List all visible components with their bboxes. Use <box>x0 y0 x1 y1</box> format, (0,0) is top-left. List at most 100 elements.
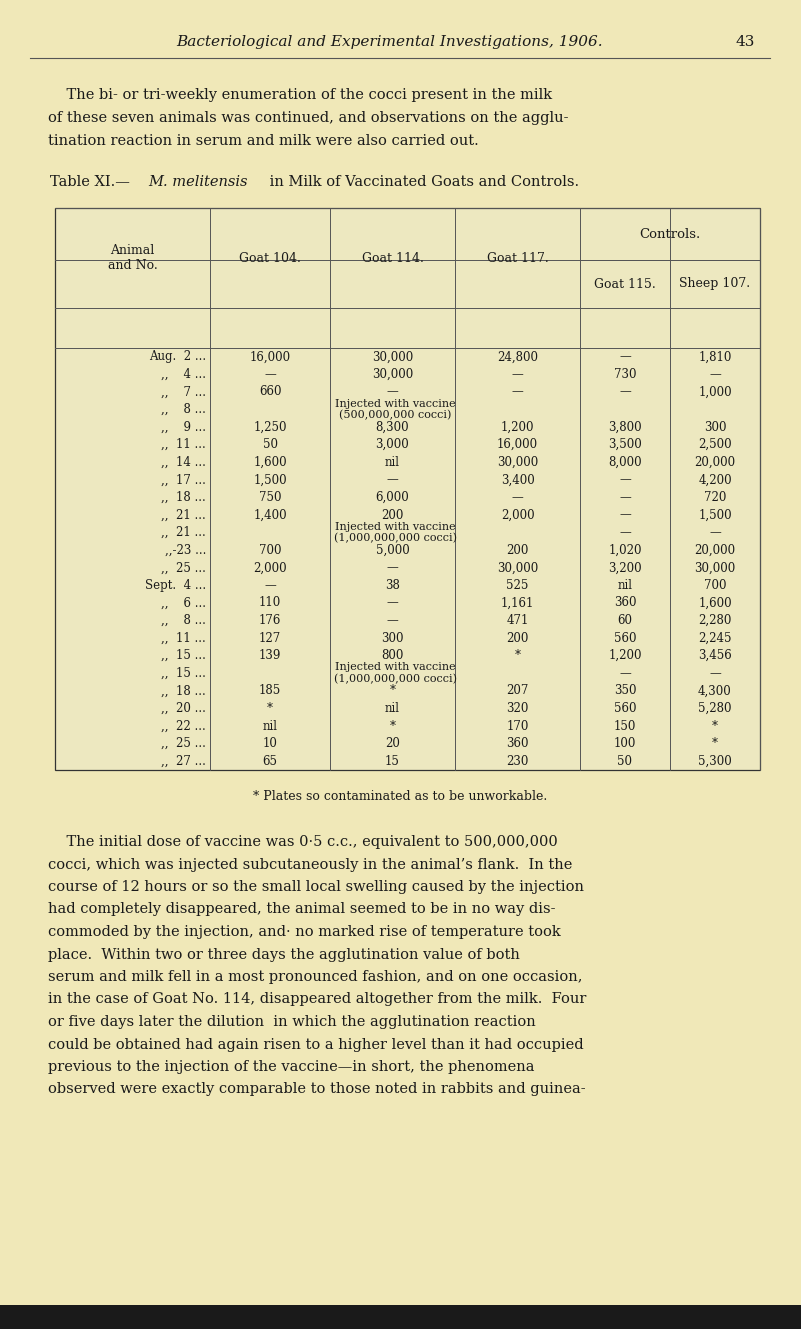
Text: 16,000: 16,000 <box>497 439 538 452</box>
Text: —: — <box>619 526 631 540</box>
Text: *: * <box>712 719 718 732</box>
Text: 1,810: 1,810 <box>698 351 731 363</box>
Text: —: — <box>619 351 631 363</box>
Text: ,,  11 ...: ,, 11 ... <box>161 439 206 452</box>
Text: —: — <box>619 385 631 399</box>
Text: Controls.: Controls. <box>639 227 701 241</box>
Text: 1,200: 1,200 <box>501 420 534 433</box>
Text: 320: 320 <box>506 702 529 715</box>
Text: ,,  15 ...: ,, 15 ... <box>161 667 206 680</box>
Text: 1,500: 1,500 <box>698 509 732 521</box>
Text: 60: 60 <box>618 614 633 627</box>
Text: tination reaction in serum and milk were also carried out.: tination reaction in serum and milk were… <box>48 134 479 148</box>
Text: 10: 10 <box>263 738 277 750</box>
Text: had completely disappeared, the animal seemed to be in no way dis-: had completely disappeared, the animal s… <box>48 902 556 917</box>
Text: 30,000: 30,000 <box>694 561 735 574</box>
Text: 750: 750 <box>259 490 281 504</box>
Text: 20,000: 20,000 <box>694 544 735 557</box>
Text: Injected with vaccine
(500,000,000 cocci): Injected with vaccine (500,000,000 cocci… <box>335 399 455 420</box>
Text: 50: 50 <box>618 755 633 768</box>
Text: 471: 471 <box>506 614 529 627</box>
Text: —: — <box>387 561 398 574</box>
Text: 525: 525 <box>506 579 529 591</box>
Text: 730: 730 <box>614 368 636 381</box>
Text: Goat 114.: Goat 114. <box>361 251 424 264</box>
Text: ,,    9 ...: ,, 9 ... <box>161 420 206 433</box>
Text: serum and milk fell in a most pronounced fashion, and on one occasion,: serum and milk fell in a most pronounced… <box>48 970 582 983</box>
Text: cocci, which was injected subcutaneously in the animal’s flank.  In the: cocci, which was injected subcutaneously… <box>48 857 573 872</box>
Text: ,,  21 ...: ,, 21 ... <box>161 509 206 521</box>
Text: —: — <box>619 473 631 486</box>
Text: M. melitensis: M. melitensis <box>148 175 248 189</box>
Text: Injected with vaccine
(1,000,000,000 cocci): Injected with vaccine (1,000,000,000 coc… <box>333 521 457 544</box>
Text: *: * <box>514 649 521 662</box>
Text: ,,  14 ...: ,, 14 ... <box>161 456 206 469</box>
Text: —: — <box>709 667 721 680</box>
Text: —: — <box>512 385 523 399</box>
Text: Injected with vaccine
(1,000,000,000 cocci): Injected with vaccine (1,000,000,000 coc… <box>333 662 457 684</box>
Bar <box>55 209 760 769</box>
Text: 4,300: 4,300 <box>698 684 732 698</box>
Text: 300: 300 <box>381 631 404 645</box>
Text: ,,    8 ...: ,, 8 ... <box>161 403 206 416</box>
Text: 50: 50 <box>263 439 277 452</box>
Text: 200: 200 <box>506 631 529 645</box>
Text: 30,000: 30,000 <box>497 456 538 469</box>
Text: nil: nil <box>618 579 633 591</box>
Text: ,,    8 ...: ,, 8 ... <box>161 614 206 627</box>
Text: Bacteriological and Experimental Investigations, 1906.: Bacteriological and Experimental Investi… <box>177 35 603 49</box>
Text: nil: nil <box>263 719 277 732</box>
Text: The initial dose of vaccine was 0·5 c.c., equivalent to 500,000,000: The initial dose of vaccine was 0·5 c.c.… <box>48 835 557 849</box>
Text: ,,  22 ...: ,, 22 ... <box>161 719 206 732</box>
Text: 2,245: 2,245 <box>698 631 732 645</box>
Text: ,,    4 ...: ,, 4 ... <box>161 368 206 381</box>
Text: —: — <box>387 597 398 610</box>
Text: 8,300: 8,300 <box>376 420 409 433</box>
Text: 2,000: 2,000 <box>253 561 287 574</box>
Text: ,,  18 ...: ,, 18 ... <box>161 490 206 504</box>
Text: 3,500: 3,500 <box>608 439 642 452</box>
Text: —: — <box>619 509 631 521</box>
Text: in the case of Goat No. 114, disappeared altogether from the milk.  Four: in the case of Goat No. 114, disappeared… <box>48 993 586 1006</box>
Text: 720: 720 <box>704 490 727 504</box>
Text: ,,  11 ...: ,, 11 ... <box>161 631 206 645</box>
Text: —: — <box>619 667 631 680</box>
Text: 150: 150 <box>614 719 636 732</box>
Text: 185: 185 <box>259 684 281 698</box>
Text: *: * <box>267 702 273 715</box>
Text: 700: 700 <box>259 544 281 557</box>
Text: 2,280: 2,280 <box>698 614 731 627</box>
Text: 300: 300 <box>704 420 727 433</box>
Text: ,,    6 ...: ,, 6 ... <box>161 597 206 610</box>
Text: —: — <box>264 368 276 381</box>
Text: 6,000: 6,000 <box>376 490 409 504</box>
Text: 2,000: 2,000 <box>501 509 534 521</box>
Text: —: — <box>387 473 398 486</box>
Text: 100: 100 <box>614 738 636 750</box>
Text: 1,400: 1,400 <box>253 509 287 521</box>
Text: ,,    7 ...: ,, 7 ... <box>161 385 206 399</box>
Text: 30,000: 30,000 <box>372 351 413 363</box>
Text: —: — <box>512 490 523 504</box>
Text: —: — <box>387 385 398 399</box>
Text: *: * <box>712 738 718 750</box>
Text: ,,  21 ...: ,, 21 ... <box>161 526 206 540</box>
Text: 38: 38 <box>385 579 400 591</box>
Text: 43: 43 <box>735 35 755 49</box>
Text: 3,000: 3,000 <box>376 439 409 452</box>
Text: 65: 65 <box>263 755 277 768</box>
Text: —: — <box>264 579 276 591</box>
Text: 800: 800 <box>381 649 404 662</box>
Text: Goat 104.: Goat 104. <box>239 251 301 264</box>
Text: Animal
and No.: Animal and No. <box>107 245 157 272</box>
Text: 3,200: 3,200 <box>608 561 642 574</box>
Text: commoded by the injection, and· no marked rise of temperature took: commoded by the injection, and· no marke… <box>48 925 561 940</box>
Text: 110: 110 <box>259 597 281 610</box>
Text: 15: 15 <box>385 755 400 768</box>
Text: 139: 139 <box>259 649 281 662</box>
Text: 1,020: 1,020 <box>608 544 642 557</box>
Text: 20: 20 <box>385 738 400 750</box>
Text: 30,000: 30,000 <box>497 561 538 574</box>
Text: 200: 200 <box>506 544 529 557</box>
Text: Goat 117.: Goat 117. <box>487 251 549 264</box>
